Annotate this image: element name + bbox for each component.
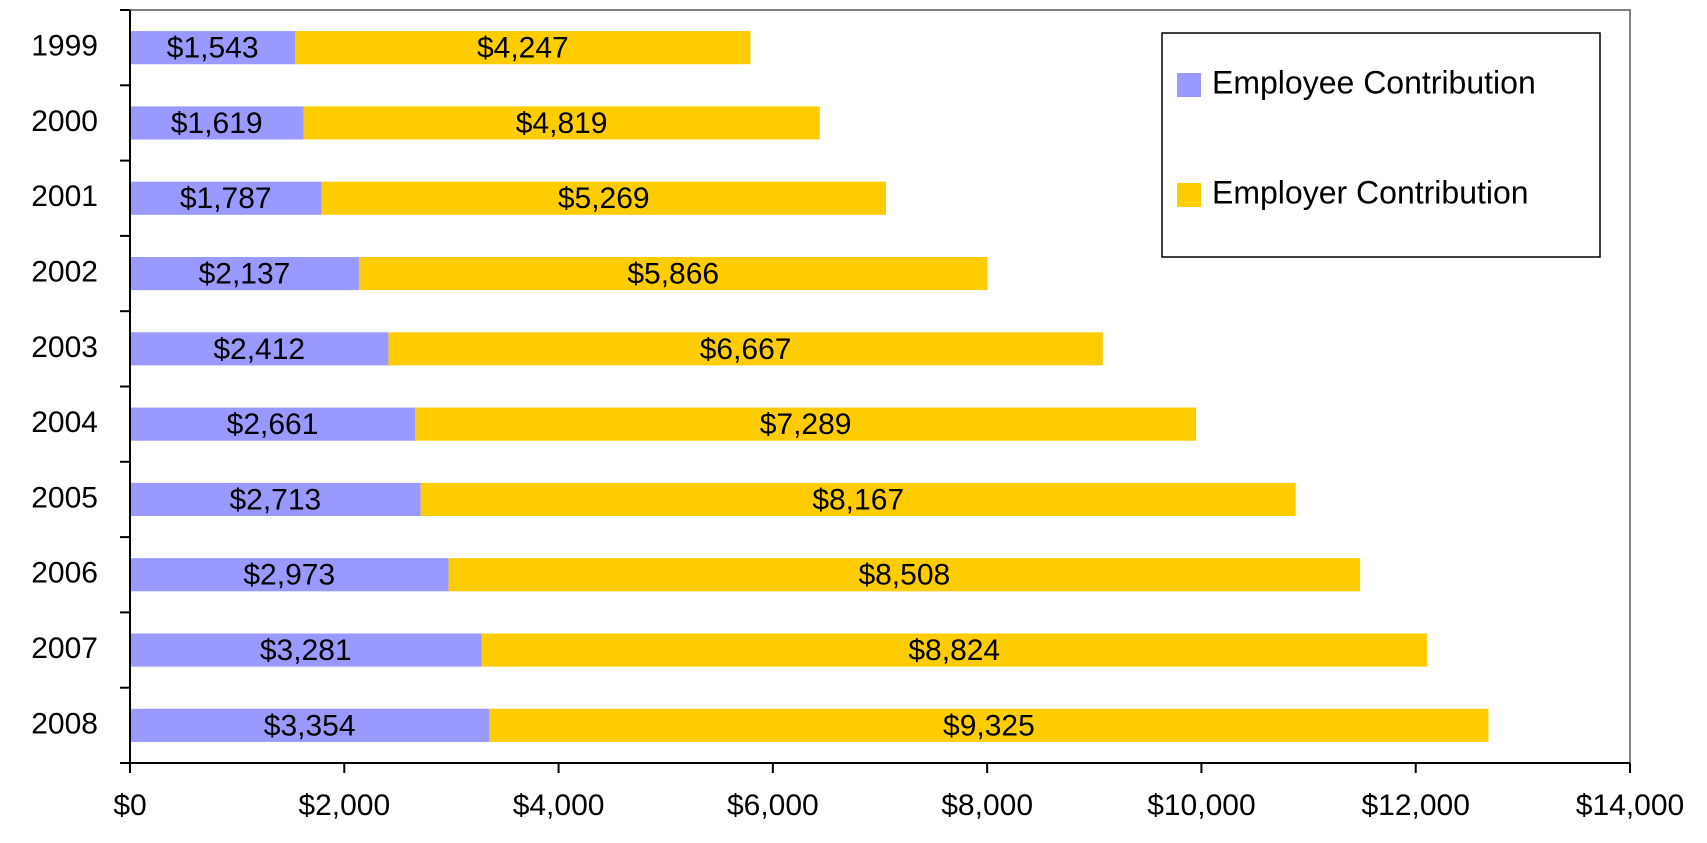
data-label: $5,269	[558, 182, 650, 215]
bar-segment	[130, 106, 304, 140]
data-label: $3,281	[260, 634, 352, 667]
data-label: $5,866	[627, 257, 719, 290]
x-tick-label: $4,000	[513, 789, 605, 822]
bar-segment	[130, 332, 389, 366]
data-label: $3,354	[264, 709, 356, 742]
y-tick-label: 2004	[31, 406, 98, 439]
data-label: $2,137	[199, 257, 291, 290]
data-label: $1,543	[167, 32, 259, 65]
bar-segment	[130, 181, 322, 215]
y-tick-label: 1999	[31, 30, 98, 63]
data-label: $8,167	[812, 483, 904, 516]
bar-segment	[358, 256, 988, 291]
legend-label: Employer Contribution	[1212, 174, 1529, 210]
data-label: $2,713	[229, 483, 321, 516]
y-tick-label: 2000	[31, 105, 98, 138]
bar-segment	[130, 31, 296, 65]
legend-box	[1161, 32, 1601, 258]
bar-segment	[388, 332, 1103, 366]
x-tick-label: $2,000	[298, 789, 390, 822]
bar-segment	[448, 558, 1361, 592]
x-tick-label: $8,000	[941, 789, 1033, 822]
data-label: $2,973	[243, 559, 335, 592]
bar-segment	[415, 407, 1197, 441]
legend-swatch	[1177, 73, 1201, 97]
bar-segment	[130, 482, 421, 517]
data-label: $2,661	[227, 408, 319, 441]
y-tick-label: 2003	[31, 331, 98, 364]
legend-swatch	[1177, 183, 1201, 207]
data-label: $9,325	[943, 709, 1035, 742]
data-label: $4,819	[516, 107, 608, 140]
y-tick-label: 2007	[31, 632, 98, 665]
x-tick-label: $10,000	[1147, 789, 1255, 822]
bar-segment	[130, 256, 359, 291]
x-tick-label: $6,000	[727, 789, 819, 822]
y-tick-label: 2008	[31, 707, 98, 740]
data-label: $4,247	[477, 32, 569, 65]
bar-segment	[321, 181, 886, 215]
bar-segment	[295, 31, 751, 65]
data-label: $6,667	[700, 333, 792, 366]
bar-segment	[130, 633, 482, 667]
data-label: $7,289	[760, 408, 852, 441]
x-tick-label: $0	[113, 789, 146, 822]
legend-label: Employee Contribution	[1212, 64, 1536, 100]
bar-segment	[130, 708, 490, 742]
data-label: $1,787	[180, 182, 272, 215]
bar-segment	[130, 558, 449, 592]
data-label: $8,824	[908, 634, 1000, 667]
y-tick-label: 2006	[31, 557, 98, 590]
x-tick-label: $14,000	[1576, 789, 1684, 822]
x-tick-label: $12,000	[1361, 789, 1469, 822]
data-label: $2,412	[213, 333, 305, 366]
y-tick-label: 2002	[31, 255, 98, 288]
y-tick-label: 2005	[31, 481, 98, 514]
data-label: $1,619	[171, 107, 263, 140]
bar-segment	[420, 482, 1296, 517]
bar-segment	[489, 708, 1489, 742]
bar-segment	[481, 633, 1427, 667]
bar-segment	[130, 407, 416, 441]
y-tick-label: 2001	[31, 180, 98, 213]
data-label: $8,508	[858, 559, 950, 592]
bar-segment	[303, 106, 820, 140]
